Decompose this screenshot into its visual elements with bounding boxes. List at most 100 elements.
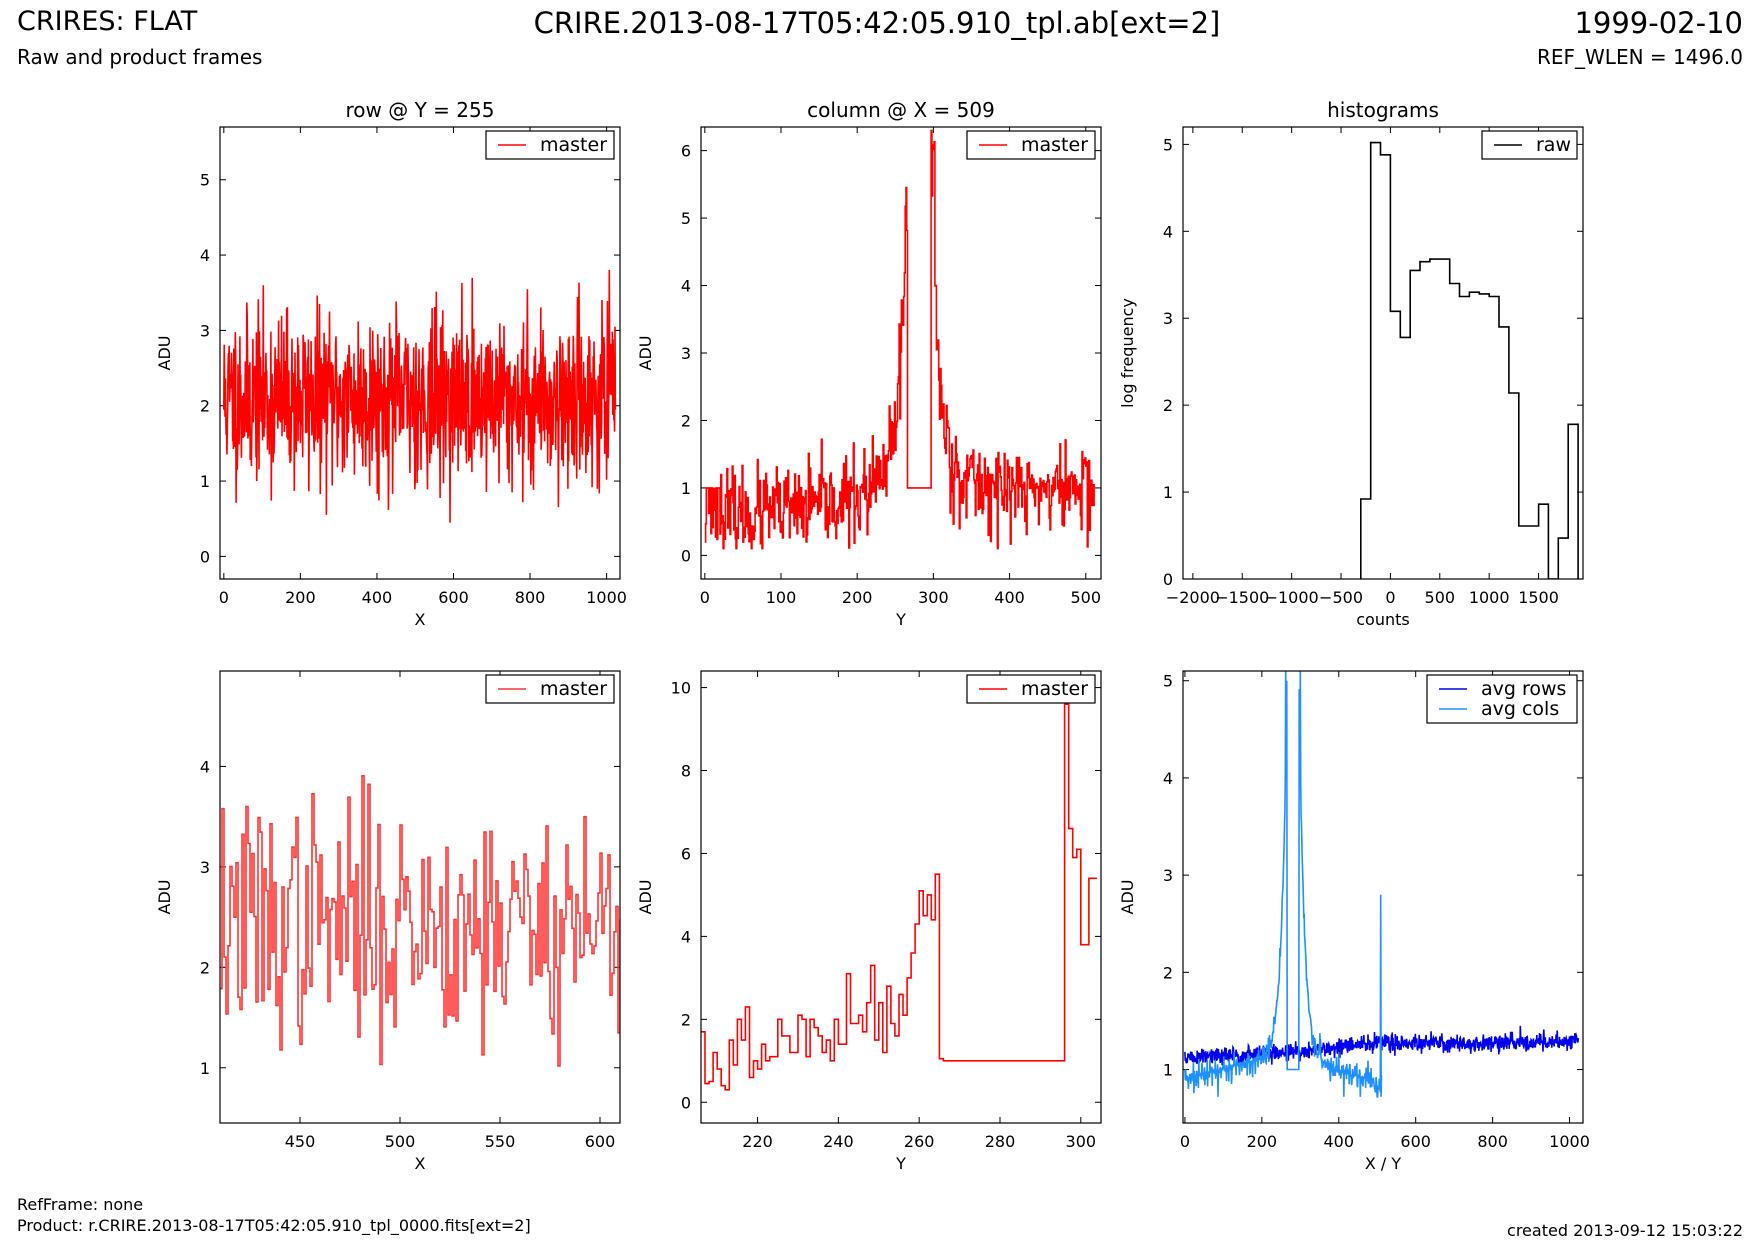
product-label: Product: r.CRIRE.2013-08-17T05:42:05.910… xyxy=(17,1216,531,1235)
x-tick-label: 1000 xyxy=(1469,588,1510,607)
x-tick-label: 200 xyxy=(285,588,316,607)
y-tick-label: 2 xyxy=(200,397,210,416)
y-tick-label: 1 xyxy=(1163,483,1173,502)
y-tick-label: 6 xyxy=(681,142,691,161)
y-tick-label: 4 xyxy=(1163,222,1173,241)
legend: master xyxy=(966,130,1096,160)
y-tick-label: 4 xyxy=(681,927,691,946)
legend-label: master xyxy=(540,134,607,156)
plot-area xyxy=(1360,141,1579,579)
chart-col_full: 0 100 200 300 400 500 0 1 2 3 4 5 6 master column @ X … xyxy=(636,98,1102,629)
x-tick-label: 220 xyxy=(742,1132,773,1151)
y-tick-label: 4 xyxy=(200,757,210,776)
x-tick-label: 1500 xyxy=(1518,588,1559,607)
chart-row_full: 0 200 400 600 800 1000 0 1 2 3 4 5 master row @ Y = 2… xyxy=(155,98,627,629)
plot-frame xyxy=(219,670,621,1124)
chart-row_zoom: 450 500 550 600 1 2 3 4 master X ADU xyxy=(155,670,621,1173)
x-tick-label: 800 xyxy=(515,588,546,607)
x-tick-label: 240 xyxy=(823,1132,854,1151)
x-tick-label: −2000 xyxy=(1166,588,1220,607)
plot-area xyxy=(220,775,620,1067)
date-title: 1999-02-10 xyxy=(1574,6,1743,40)
x-tick-label: 260 xyxy=(904,1132,935,1151)
plot-area xyxy=(1184,671,1580,1098)
y-tick-label: 2 xyxy=(681,411,691,430)
x-tick-label: 1000 xyxy=(1549,1132,1590,1151)
y-tick-label: 2 xyxy=(1163,396,1173,415)
y-tick-label: 5 xyxy=(681,209,691,228)
y-tick-label: 2 xyxy=(200,958,210,977)
x-tick-label: 400 xyxy=(994,588,1025,607)
x-tick-label: 0 xyxy=(1180,1132,1190,1151)
plot-area xyxy=(704,129,1095,550)
x-axis-label: X xyxy=(415,610,426,629)
x-tick-label: 500 xyxy=(385,1132,416,1151)
created-label: created 2013-09-12 15:03:22 xyxy=(1507,1221,1743,1240)
y-tick-label: 3 xyxy=(200,321,210,340)
y-axis-label: ADU xyxy=(155,336,174,371)
legend-label: master xyxy=(1021,134,1088,156)
series-line-master xyxy=(220,775,620,1067)
y-tick-label: 1 xyxy=(1163,1061,1173,1080)
y-tick-label: 1 xyxy=(200,472,210,491)
chart-title: column @ X = 509 xyxy=(807,98,995,122)
chart-col_zoom: 220 240 260 280 300 0 2 4 6 8 10 master Y ADU xyxy=(636,670,1102,1173)
y-tick-label: 4 xyxy=(200,246,210,265)
file-title: CRIRE.2013-08-17T05:42:05.910_tpl.ab[ext… xyxy=(533,6,1221,40)
y-tick-label: 1 xyxy=(681,479,691,498)
y-tick-label: 3 xyxy=(1163,866,1173,885)
x-tick-label: 100 xyxy=(766,588,797,607)
x-tick-label: 0 xyxy=(700,588,710,607)
y-axis-label: ADU xyxy=(636,880,655,915)
x-tick-label: 550 xyxy=(485,1132,516,1151)
y-tick-label: 3 xyxy=(1163,309,1173,328)
legend: master xyxy=(966,674,1096,704)
plot-frame xyxy=(700,126,1102,580)
y-axis-label: ADU xyxy=(1118,880,1137,915)
x-axis-label: Y xyxy=(895,1154,906,1173)
chart-title: histograms xyxy=(1327,98,1439,122)
plot-area xyxy=(701,703,1097,1091)
y-tick-label: 6 xyxy=(681,844,691,863)
x-tick-label: −1500 xyxy=(1215,588,1269,607)
x-tick-label: 600 xyxy=(1400,1132,1431,1151)
y-tick-label: 2 xyxy=(681,1010,691,1029)
series-line-raw xyxy=(1360,141,1579,579)
y-tick-label: 1 xyxy=(200,1059,210,1078)
y-tick-label: 8 xyxy=(681,762,691,781)
plot-frame xyxy=(1182,126,1584,580)
series-line-master xyxy=(701,703,1097,1091)
y-tick-label: 5 xyxy=(200,171,210,190)
plot-area xyxy=(223,269,617,523)
figure-subtitle: Raw and product frames xyxy=(17,45,263,69)
y-tick-label: 2 xyxy=(1163,963,1173,982)
x-tick-label: 200 xyxy=(842,588,873,607)
x-tick-label: 300 xyxy=(918,588,949,607)
figure-title: CRIRES: FLAT xyxy=(17,6,198,37)
x-tick-label: 400 xyxy=(362,588,393,607)
x-tick-label: 600 xyxy=(438,588,469,607)
x-tick-label: 200 xyxy=(1247,1132,1278,1151)
legend-label: avg rows xyxy=(1481,678,1566,700)
x-tick-label: 400 xyxy=(1323,1132,1354,1151)
x-tick-label: 300 xyxy=(1066,1132,1097,1151)
y-tick-label: 3 xyxy=(681,344,691,363)
y-tick-label: 0 xyxy=(681,1093,691,1112)
y-tick-label: 0 xyxy=(681,546,691,565)
y-tick-label: 3 xyxy=(200,858,210,877)
legend: raw xyxy=(1481,130,1578,160)
chart-hist: −2000−1500−1000 −500 0 500 1000 1500 0 1 2 3 4 5 raw… xyxy=(1118,98,1584,629)
x-axis-label: Y xyxy=(895,610,906,629)
plot-frame xyxy=(219,126,621,580)
x-tick-label: 450 xyxy=(285,1132,316,1151)
x-tick-label: 0 xyxy=(1385,588,1395,607)
plot-frame xyxy=(700,670,1102,1124)
x-tick-label: 0 xyxy=(219,588,229,607)
legend-box xyxy=(1426,674,1578,724)
x-tick-label: 800 xyxy=(1477,1132,1508,1151)
chart-title: row @ Y = 255 xyxy=(346,98,495,122)
y-tick-label: 4 xyxy=(1163,769,1173,788)
